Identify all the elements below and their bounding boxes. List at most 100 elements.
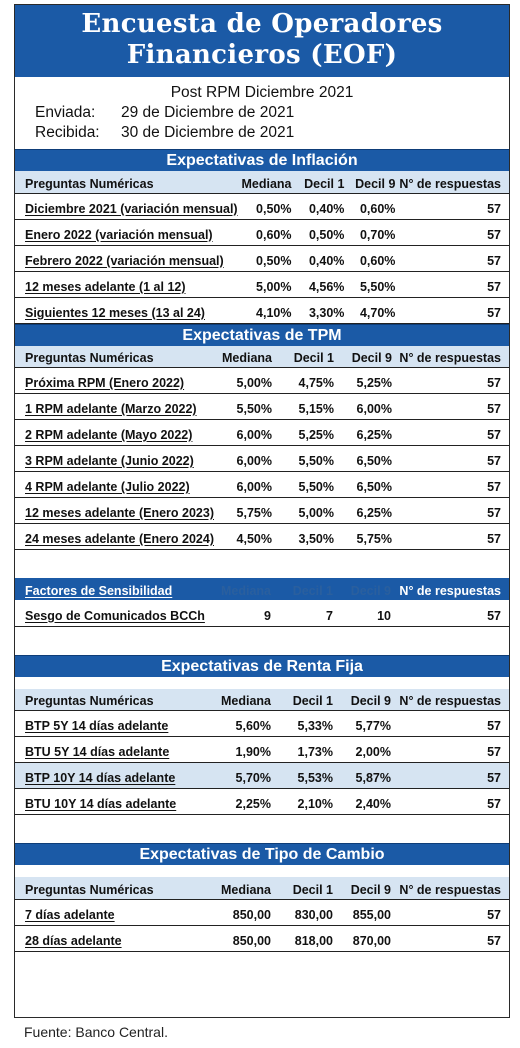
sent-date-row: Enviada: 29 de Diciembre de 2021 xyxy=(35,103,509,123)
title-line-1: Encuesta de Operadores xyxy=(81,9,443,39)
cell-decile1: 830,00 xyxy=(275,899,337,926)
table-row: BTU 5Y 14 días adelante 1,90% 1,73% 2,00% 57 xyxy=(15,736,509,763)
title-line-2: Financieros (EOF) xyxy=(126,40,398,70)
tpm-table: Preguntas Numéricas Mediana Decil 1 Deci… xyxy=(15,345,509,550)
cell-question: 3 RPM adelante (Junio 2022) xyxy=(15,445,214,472)
cell-median: 0,50% xyxy=(237,245,296,272)
col-decile9: Decil 9 xyxy=(337,578,395,600)
cell-decile9: 6,50% xyxy=(338,445,396,472)
table-row: Próxima RPM (Enero 2022) 5,00% 4,75% 5,25% 5… xyxy=(15,367,509,394)
table-row: Siguientes 12 meses (13 al 24) 4,10% 3,30%… xyxy=(15,297,509,324)
cell-median: 1,90% xyxy=(213,736,275,763)
cell-question: 2 RPM adelante (Mayo 2022) xyxy=(15,419,214,446)
col-median: Mediana xyxy=(213,877,275,900)
exchange-rows: 7 días adelante 850,00 830,00 855,00 57 28 dí… xyxy=(15,899,509,952)
col-question: Preguntas Numéricas xyxy=(15,877,213,900)
sent-value: 29 de Diciembre de 2021 xyxy=(121,104,295,121)
cell-decile1: 5,50% xyxy=(276,445,338,472)
cell-responses: 57 xyxy=(395,925,509,952)
spacer xyxy=(15,815,509,843)
cell-responses: 57 xyxy=(395,600,509,627)
cell-question: 28 días adelante xyxy=(15,925,213,952)
cell-question: Siguientes 12 meses (13 al 24) xyxy=(15,297,238,324)
fixed-income-table: Preguntas Numéricas Mediana Decil 1 Deci… xyxy=(15,688,509,815)
table-row: 24 meses adelante (Enero 2024) 4,50% 3,50%… xyxy=(15,523,509,550)
col-question: Preguntas Numéricas xyxy=(15,688,213,711)
cell-decile9: 6,50% xyxy=(338,471,396,498)
cell-decile9: 855,00 xyxy=(337,899,395,926)
cell-decile9: 5,87% xyxy=(337,762,395,789)
cell-decile1: 0,40% xyxy=(295,193,349,220)
cell-question: Diciembre 2021 (variación mensual) xyxy=(15,193,238,220)
col-responses: N° de respuestas xyxy=(399,171,509,194)
cell-decile9: 2,40% xyxy=(337,788,395,815)
col-decile9: Decil 9 xyxy=(337,688,395,711)
col-decile9: Decil 9 xyxy=(337,877,395,900)
cell-decile1: 5,53% xyxy=(275,762,337,789)
cell-decile9: 5,75% xyxy=(338,523,396,550)
cell-responses: 57 xyxy=(395,762,509,789)
cell-responses: 57 xyxy=(395,710,509,737)
cell-responses: 57 xyxy=(396,445,509,472)
survey-subtitle: Post RPM Diciembre 2021 xyxy=(170,84,354,101)
col-decile9: Decil 9 xyxy=(348,171,400,194)
col-question: Preguntas Numéricas xyxy=(15,171,238,194)
table-header-row: Preguntas Numéricas Mediana Decil 1 Deci… xyxy=(15,688,509,711)
cell-median: 850,00 xyxy=(213,899,275,926)
table-row: Enero 2022 (variación mensual) 0,60% 0,50%… xyxy=(15,219,509,246)
cell-decile1: 5,25% xyxy=(276,419,338,446)
inflation-rows: Diciembre 2021 (variación mensual) 0,50% 0… xyxy=(15,193,509,324)
table-row: 2 RPM adelante (Mayo 2022) 6,00% 5,25% 6,25… xyxy=(15,419,509,446)
survey-meta: Post RPM Diciembre 2021 Enviada: 29 de Di… xyxy=(15,77,509,149)
spacer xyxy=(15,550,509,578)
cell-responses: 57 xyxy=(399,245,509,272)
cell-question: 24 meses adelante (Enero 2024) xyxy=(15,523,214,550)
source-note: Fuente: Banco Central. xyxy=(24,1024,168,1040)
col-median: Mediana xyxy=(213,578,275,600)
cell-question: Próxima RPM (Enero 2022) xyxy=(15,367,214,394)
spacer xyxy=(15,677,509,689)
cell-median: 5,00% xyxy=(214,367,276,394)
cell-decile1: 4,75% xyxy=(276,367,338,394)
col-responses: N° de respuestas xyxy=(396,345,509,368)
col-decile1: Decil 1 xyxy=(275,578,337,600)
cell-median: 5,00% xyxy=(237,271,296,298)
table-row: 1 RPM adelante (Marzo 2022) 5,50% 5,15% 6,0… xyxy=(15,393,509,420)
cell-responses: 57 xyxy=(395,736,509,763)
table-row: Sesgo de Comunicados BCCh 9 7 10 57 xyxy=(15,600,509,627)
col-median: Mediana xyxy=(213,688,275,711)
cell-median: 5,50% xyxy=(214,393,276,420)
cell-decile9: 870,00 xyxy=(337,925,395,952)
cell-decile9: 0,60% xyxy=(348,193,400,220)
survey-table-card: Encuesta de Operadores Financieros (EOF)… xyxy=(14,4,510,1018)
cell-responses: 57 xyxy=(399,297,509,324)
cell-responses: 57 xyxy=(395,788,509,815)
table-header-row: Preguntas Numéricas Mediana Decil 1 Deci… xyxy=(15,877,509,900)
cell-question: 12 meses adelante (Enero 2023) xyxy=(15,497,214,524)
cell-decile1: 3,30% xyxy=(295,297,349,324)
tpm-rows: Próxima RPM (Enero 2022) 5,00% 4,75% 5,25% 5… xyxy=(15,367,509,550)
exchange-section-title: Expectativas de Tipo de Cambio xyxy=(15,843,509,865)
col-decile1: Decil 1 xyxy=(276,345,338,368)
cell-question: BTU 10Y 14 días adelante xyxy=(15,788,213,815)
table-row: Febrero 2022 (variación mensual) 0,50% 0,4… xyxy=(15,245,509,272)
inflation-table: Preguntas Numéricas Mediana Decil 1 Deci… xyxy=(15,171,509,324)
cell-median: 5,70% xyxy=(213,762,275,789)
cell-responses: 57 xyxy=(396,471,509,498)
cell-decile1: 5,15% xyxy=(276,393,338,420)
cell-question: Febrero 2022 (variación mensual) xyxy=(15,245,238,272)
table-header-row: Preguntas Numéricas Mediana Decil 1 Deci… xyxy=(15,345,509,368)
received-label: Recibida: xyxy=(35,124,100,141)
table-row: Diciembre 2021 (variación mensual) 0,50% 0… xyxy=(15,193,509,220)
cell-decile1: 0,40% xyxy=(295,245,349,272)
col-question: Preguntas Numéricas xyxy=(15,345,214,368)
title-banner: Encuesta de Operadores Financieros (EOF) xyxy=(15,5,509,77)
cell-decile9: 0,70% xyxy=(348,219,400,246)
cell-decile1: 4,56% xyxy=(295,271,349,298)
cell-median: 850,00 xyxy=(213,925,275,952)
exchange-table: Preguntas Numéricas Mediana Decil 1 Deci… xyxy=(15,877,509,952)
cell-responses: 57 xyxy=(399,193,509,220)
cell-decile9: 5,77% xyxy=(337,710,395,737)
cell-responses: 57 xyxy=(396,497,509,524)
cell-question: 7 días adelante xyxy=(15,899,213,926)
